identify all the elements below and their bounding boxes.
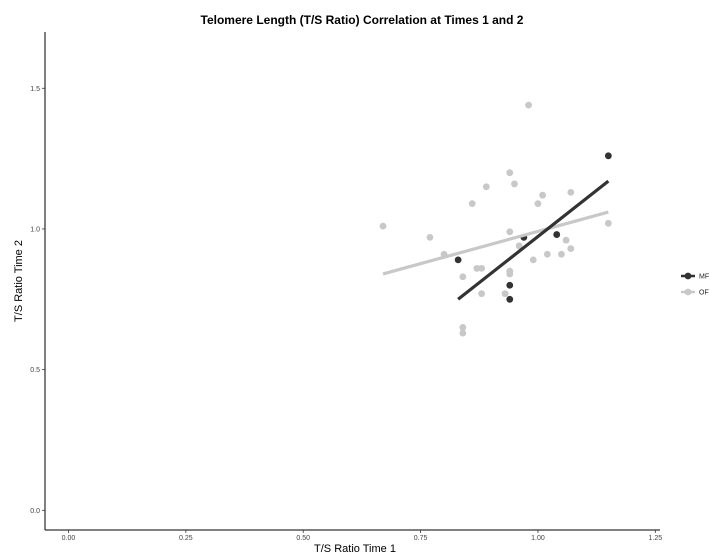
legend-label-of: OF — [699, 290, 709, 297]
legend-marker-mf — [684, 272, 692, 280]
x-tick-label: 0.75 — [414, 535, 428, 542]
point-mf — [604, 152, 612, 160]
point-of — [473, 264, 481, 272]
point-of — [567, 245, 575, 253]
point-of — [478, 264, 486, 272]
point-of — [501, 290, 509, 298]
point-mf — [553, 231, 561, 238]
y-tick-label: 0.0 — [30, 508, 40, 515]
y-tick-label: 0.5 — [30, 367, 40, 374]
point-of — [459, 329, 467, 337]
point-of — [379, 222, 387, 230]
y-axis-ticks: 0.0 0.5 1.0 1.5 — [30, 86, 45, 515]
x-tick-label: 1.25 — [648, 535, 662, 542]
x-tick-label: 0.50 — [296, 535, 310, 542]
point-of — [534, 200, 542, 208]
point-mf — [454, 256, 462, 264]
plot-area — [379, 101, 612, 337]
y-tick-label: 1.0 — [30, 226, 40, 233]
point-of — [506, 169, 514, 177]
point-of — [529, 256, 537, 264]
x-tick-label: 1.00 — [531, 535, 545, 542]
point-of — [562, 236, 570, 244]
point-of — [558, 250, 565, 258]
legend: MF OF — [681, 272, 709, 297]
point-of — [506, 267, 514, 275]
fit-line-of — [382, 210, 609, 276]
point-of — [511, 180, 518, 188]
point-of — [543, 250, 551, 258]
point-of — [604, 219, 612, 227]
point-of — [426, 233, 434, 241]
chart-title: Telomere Length (T/S Ratio) Correlation … — [201, 13, 524, 27]
x-tick-label: 0.00 — [62, 535, 76, 542]
legend-label-mf: MF — [699, 274, 709, 281]
point-of — [525, 101, 532, 109]
point-mf — [506, 295, 514, 303]
point-of — [506, 228, 514, 236]
x-axis-title: T/S Ratio Time 1 — [314, 543, 396, 554]
point-of — [468, 200, 476, 208]
y-axis-title: T/S Ratio Time 2 — [13, 240, 25, 322]
point-of — [539, 191, 547, 199]
legend-marker-of — [684, 288, 692, 296]
point-of — [459, 273, 467, 281]
x-tick-label: 0.25 — [179, 535, 193, 542]
x-axis-ticks: 0.00 0.25 0.50 0.75 1.00 1.25 — [62, 530, 662, 542]
point-of — [515, 242, 523, 250]
fit-line-mf — [457, 179, 610, 301]
point-of — [459, 324, 467, 331]
point-mf — [506, 281, 514, 289]
point-of — [567, 188, 575, 196]
point-of — [478, 290, 486, 298]
y-tick-label: 1.5 — [30, 86, 40, 93]
point-of — [482, 183, 490, 191]
